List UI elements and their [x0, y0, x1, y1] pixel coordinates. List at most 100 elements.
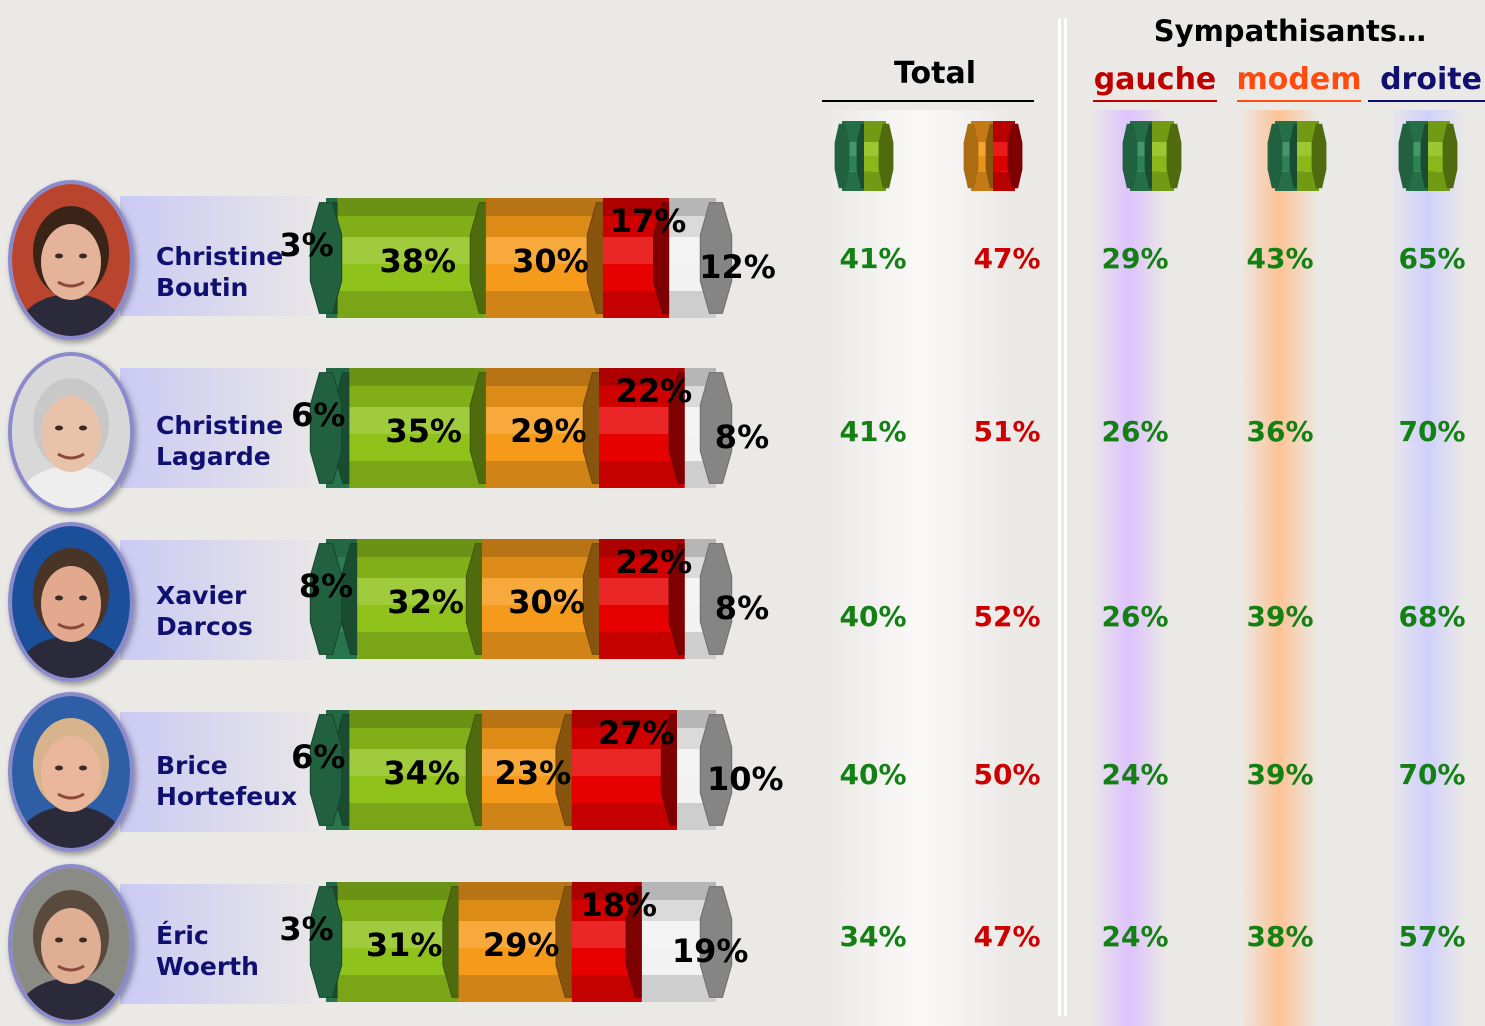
row-band: [120, 368, 335, 488]
gauche-value: 24%: [1101, 920, 1169, 953]
total-positive-value: 41%: [839, 415, 907, 448]
icon-gauche-positive: [1122, 121, 1182, 191]
total-negative-value: 47%: [973, 920, 1041, 953]
photo-eric-woerth: [8, 864, 134, 1024]
segment-label: 19%: [672, 932, 749, 970]
portrait-drawing: [12, 868, 130, 1020]
portrait-drawing: [12, 184, 130, 336]
candidate-name: Éric Woerth: [156, 920, 259, 982]
photo-brice-hortefeux: [8, 692, 134, 852]
segment-label: 8%: [715, 589, 769, 627]
modem-rule: [1237, 100, 1361, 102]
row-band: [120, 884, 335, 1004]
candidate-name: Brice Hortefeux: [156, 750, 297, 812]
gauche-value: 24%: [1101, 758, 1169, 791]
segment-label: 27%: [598, 714, 675, 752]
cylinder-segment: [571, 710, 694, 830]
cylinder-left-cap: [309, 714, 343, 826]
modem-value: 43%: [1246, 242, 1314, 275]
stacked-cylinder: 3% 38% 30% 17% 12%: [279, 198, 776, 318]
segment-label: 3%: [279, 226, 333, 264]
cylinder-left-cap: [309, 202, 343, 314]
stacked-cylinder: 8% 32% 30% 22% 8%: [299, 539, 769, 659]
total-negative-value: 51%: [973, 415, 1041, 448]
cylinder-segment: [641, 882, 733, 1002]
first-name: Xavier: [156, 581, 247, 610]
droite-rule: [1368, 100, 1485, 102]
cylinder-left-cap: [309, 372, 343, 484]
segment-label: 38%: [380, 242, 457, 280]
icon-total-negative: [963, 121, 1023, 191]
segment-label: 29%: [510, 412, 587, 450]
last-name: Woerth: [156, 952, 259, 981]
last-name: Lagarde: [156, 442, 271, 471]
first-name: Brice: [156, 751, 228, 780]
candidate-name: Xavier Darcos: [156, 580, 253, 642]
row-band: [120, 540, 335, 660]
segment-label: 10%: [707, 760, 784, 798]
row-band: [120, 196, 335, 316]
cylinder-left-cap: [309, 886, 343, 998]
segment-label: 34%: [383, 754, 460, 792]
candidate-name: Christine Boutin: [156, 241, 283, 303]
total-positive-value: 40%: [839, 600, 907, 633]
segment-label: 12%: [699, 248, 776, 286]
portrait-drawing: [12, 356, 130, 508]
portrait-drawing: [12, 526, 130, 678]
segment-label: 22%: [616, 372, 693, 410]
cylinder-segment: [458, 882, 588, 1002]
droite-value: 57%: [1398, 920, 1466, 953]
cylinder-segment: [684, 539, 733, 659]
icon-total-positive: [834, 121, 894, 191]
stacked-cylinder: 3% 31% 29% 18% 19%: [279, 882, 749, 1002]
separator-line-2: [1064, 18, 1067, 1016]
photo-xavier-darcos: [8, 522, 134, 682]
photo-christine-boutin: [8, 180, 134, 340]
segment-label: 8%: [715, 418, 769, 456]
modem-value: 36%: [1246, 415, 1314, 448]
segment-label: 35%: [385, 412, 462, 450]
segment-label: 29%: [483, 926, 560, 964]
droite-value: 68%: [1398, 600, 1466, 633]
droite-value: 70%: [1398, 758, 1466, 791]
segment-label: 32%: [387, 583, 464, 621]
last-name: Boutin: [156, 273, 249, 302]
segment-label: 31%: [366, 926, 443, 964]
stacked-cylinder: 6% 35% 29% 22% 8%: [291, 368, 769, 488]
last-name: Darcos: [156, 612, 253, 641]
header-total: Total: [894, 56, 976, 91]
header-sympathisants: Sympathisants…: [1153, 14, 1427, 48]
first-name: Éric: [156, 921, 209, 950]
gauche-rule: [1093, 100, 1217, 102]
segment-label: 6%: [291, 738, 345, 776]
segment-label: 17%: [610, 202, 687, 240]
gauche-value: 26%: [1101, 415, 1169, 448]
cylinder-segment: [684, 368, 733, 488]
header-gauche: gauche: [1093, 62, 1217, 97]
segment-label: 18%: [581, 886, 658, 924]
separator-line: [1058, 18, 1061, 1016]
photo-christine-lagarde: [8, 352, 134, 512]
cylinder-segment: [357, 539, 499, 659]
icon-modem-positive: [1267, 121, 1327, 191]
header-droite: droite: [1380, 62, 1482, 97]
first-name: Christine: [156, 411, 284, 440]
cylinder-segment: [337, 198, 503, 318]
total-negative-value: 50%: [973, 758, 1041, 791]
gauche-value: 29%: [1101, 242, 1169, 275]
segment-label: 3%: [279, 910, 333, 948]
droite-value: 65%: [1398, 242, 1466, 275]
modem-value: 39%: [1246, 600, 1314, 633]
segment-label: 23%: [495, 754, 572, 792]
first-name: Christine: [156, 242, 284, 271]
cylinder-segment: [669, 198, 733, 318]
total-negative-value: 52%: [973, 600, 1041, 633]
portrait-drawing: [12, 696, 130, 848]
total-column-glow: [825, 110, 1015, 1026]
last-name: Hortefeux: [156, 782, 298, 811]
header-modem: modem: [1236, 62, 1362, 97]
candidate-name: Christine Lagarde: [156, 410, 283, 472]
droite-value: 70%: [1398, 415, 1466, 448]
segment-label: 22%: [616, 543, 693, 581]
segment-label: 8%: [299, 567, 353, 605]
